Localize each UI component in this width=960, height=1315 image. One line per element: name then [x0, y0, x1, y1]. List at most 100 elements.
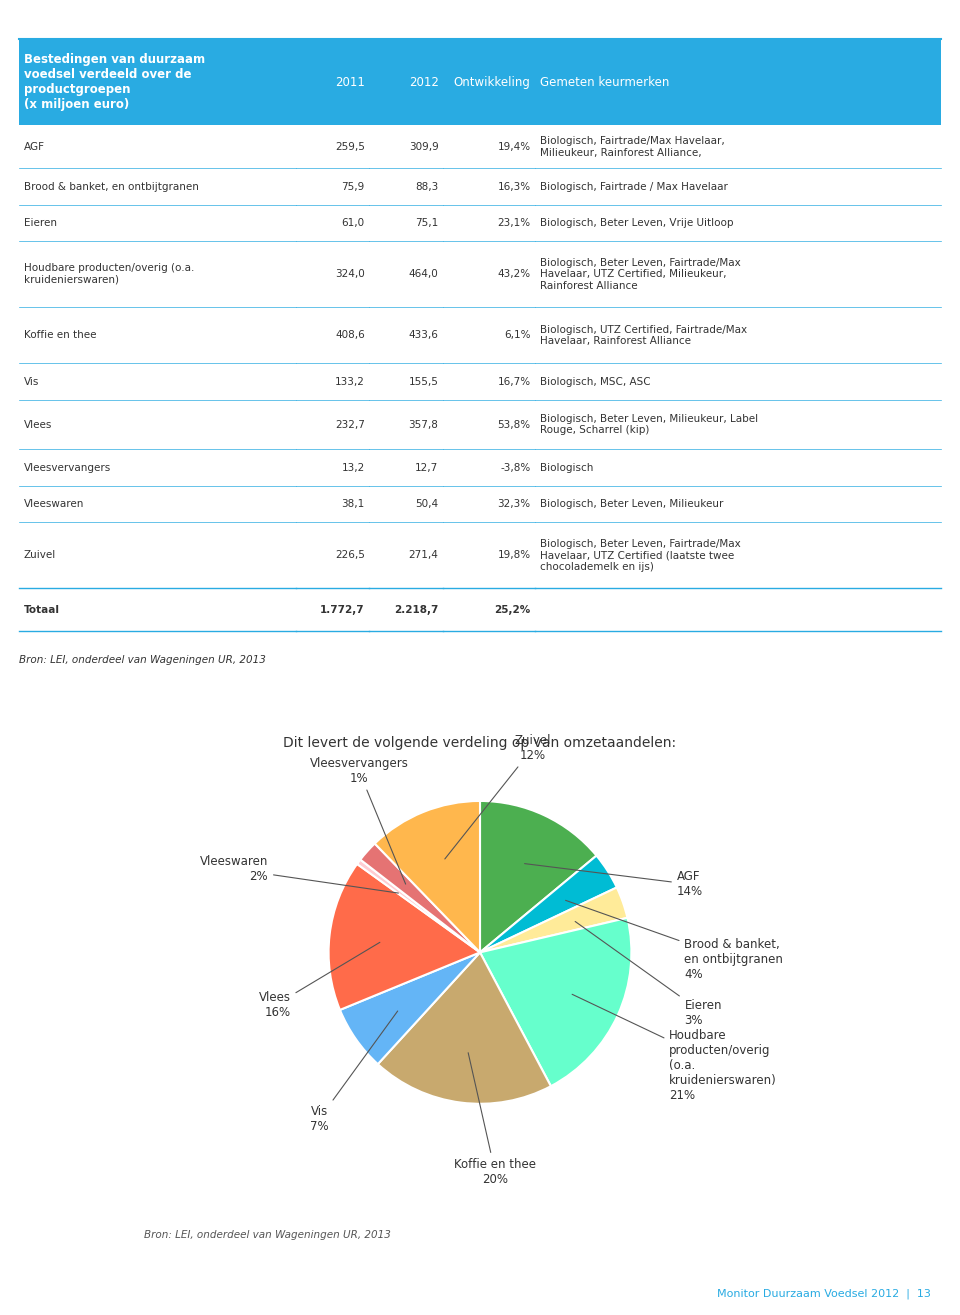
- FancyBboxPatch shape: [19, 450, 296, 485]
- Text: Houdbare producten/overig (o.a.
kruidenierswaren): Houdbare producten/overig (o.a. kruideni…: [24, 263, 194, 285]
- FancyBboxPatch shape: [370, 205, 444, 241]
- Text: 155,5: 155,5: [409, 376, 439, 387]
- Text: 1.772,7: 1.772,7: [321, 605, 365, 614]
- Text: Biologisch, Beter Leven, Fairtrade/Max
Havelaar, UTZ Certified, Milieukeur,
Rain: Biologisch, Beter Leven, Fairtrade/Max H…: [540, 258, 741, 291]
- Text: Brood & banket, en ontbijtgranen: Brood & banket, en ontbijtgranen: [24, 181, 199, 192]
- Wedge shape: [374, 801, 480, 952]
- FancyBboxPatch shape: [296, 400, 370, 450]
- FancyBboxPatch shape: [19, 241, 296, 308]
- Text: 25,2%: 25,2%: [494, 605, 531, 614]
- Text: 75,9: 75,9: [342, 181, 365, 192]
- Text: 75,1: 75,1: [416, 218, 439, 227]
- Text: Vleesvervangers
1%: Vleesvervangers 1%: [309, 756, 408, 884]
- FancyBboxPatch shape: [444, 39, 536, 125]
- FancyBboxPatch shape: [370, 241, 444, 308]
- Text: Biologisch, Fairtrade/Max Havelaar,
Milieukeur, Rainforest Alliance,: Biologisch, Fairtrade/Max Havelaar, Mili…: [540, 135, 725, 158]
- FancyBboxPatch shape: [536, 308, 941, 363]
- FancyBboxPatch shape: [370, 125, 444, 168]
- Text: Bron: LEI, onderdeel van Wageningen UR, 2013: Bron: LEI, onderdeel van Wageningen UR, …: [144, 1230, 391, 1240]
- Text: Dit levert de volgende verdeling op van omzetaandelen:: Dit levert de volgende verdeling op van …: [283, 736, 677, 750]
- Text: Biologisch: Biologisch: [540, 463, 593, 472]
- Wedge shape: [340, 952, 480, 1064]
- Text: 324,0: 324,0: [335, 270, 365, 279]
- FancyBboxPatch shape: [296, 363, 370, 400]
- Text: 259,5: 259,5: [335, 142, 365, 153]
- FancyBboxPatch shape: [444, 522, 536, 588]
- Text: 50,4: 50,4: [416, 498, 439, 509]
- FancyBboxPatch shape: [19, 588, 296, 631]
- FancyBboxPatch shape: [536, 39, 941, 125]
- FancyBboxPatch shape: [370, 450, 444, 485]
- FancyBboxPatch shape: [536, 522, 941, 588]
- Wedge shape: [360, 843, 480, 952]
- Text: Eieren: Eieren: [24, 218, 57, 227]
- FancyBboxPatch shape: [296, 205, 370, 241]
- FancyBboxPatch shape: [19, 205, 296, 241]
- FancyBboxPatch shape: [536, 485, 941, 522]
- Text: 2011: 2011: [335, 76, 365, 89]
- FancyBboxPatch shape: [444, 485, 536, 522]
- FancyBboxPatch shape: [296, 125, 370, 168]
- Wedge shape: [480, 888, 628, 952]
- Text: 32,3%: 32,3%: [497, 498, 531, 509]
- Text: Vlees: Vlees: [24, 419, 52, 430]
- Text: Biologisch, Beter Leven, Milieukeur: Biologisch, Beter Leven, Milieukeur: [540, 498, 723, 509]
- FancyBboxPatch shape: [536, 450, 941, 485]
- Text: Biologisch, UTZ Certified, Fairtrade/Max
Havelaar, Rainforest Alliance: Biologisch, UTZ Certified, Fairtrade/Max…: [540, 325, 747, 346]
- FancyBboxPatch shape: [19, 485, 296, 522]
- FancyBboxPatch shape: [370, 39, 444, 125]
- Text: Vis: Vis: [24, 376, 39, 387]
- FancyBboxPatch shape: [296, 168, 370, 205]
- FancyBboxPatch shape: [536, 363, 941, 400]
- FancyBboxPatch shape: [19, 39, 296, 125]
- FancyBboxPatch shape: [19, 125, 296, 168]
- FancyBboxPatch shape: [370, 308, 444, 363]
- Text: Vis
7%: Vis 7%: [310, 1011, 397, 1134]
- Text: Vlees
16%: Vlees 16%: [258, 943, 380, 1019]
- Text: 464,0: 464,0: [409, 270, 439, 279]
- Text: 19,4%: 19,4%: [497, 142, 531, 153]
- Text: 23,1%: 23,1%: [497, 218, 531, 227]
- FancyBboxPatch shape: [296, 450, 370, 485]
- Text: Vleeswaren: Vleeswaren: [24, 498, 84, 509]
- Text: Gemeten keurmerken: Gemeten keurmerken: [540, 76, 669, 89]
- Wedge shape: [378, 952, 551, 1103]
- Text: 6,1%: 6,1%: [504, 330, 531, 341]
- FancyBboxPatch shape: [370, 522, 444, 588]
- Text: Monitor Duurzaam Voedsel 2012  |  13: Monitor Duurzaam Voedsel 2012 | 13: [717, 1289, 931, 1299]
- Text: Eieren
3%: Eieren 3%: [575, 922, 722, 1027]
- Text: Ontwikkeling: Ontwikkeling: [454, 76, 531, 89]
- Text: -3,8%: -3,8%: [500, 463, 531, 472]
- FancyBboxPatch shape: [444, 125, 536, 168]
- Text: 13,2: 13,2: [342, 463, 365, 472]
- Text: 271,4: 271,4: [409, 550, 439, 560]
- Text: 88,3: 88,3: [416, 181, 439, 192]
- Text: Zuivel
12%: Zuivel 12%: [444, 734, 551, 859]
- FancyBboxPatch shape: [444, 400, 536, 450]
- FancyBboxPatch shape: [370, 363, 444, 400]
- FancyBboxPatch shape: [536, 125, 941, 168]
- FancyBboxPatch shape: [370, 485, 444, 522]
- Text: Vleesvervangers: Vleesvervangers: [24, 463, 111, 472]
- Text: 133,2: 133,2: [335, 376, 365, 387]
- FancyBboxPatch shape: [370, 588, 444, 631]
- FancyBboxPatch shape: [444, 308, 536, 363]
- Text: 2.218,7: 2.218,7: [395, 605, 439, 614]
- FancyBboxPatch shape: [536, 205, 941, 241]
- FancyBboxPatch shape: [296, 522, 370, 588]
- Text: Houdbare
producten/overig
(o.a.
kruidenierswaren)
21%: Houdbare producten/overig (o.a. kruideni…: [572, 994, 777, 1102]
- Wedge shape: [480, 918, 632, 1086]
- FancyBboxPatch shape: [444, 450, 536, 485]
- Text: 16,7%: 16,7%: [497, 376, 531, 387]
- Text: Zuivel: Zuivel: [24, 550, 56, 560]
- Text: Bestedingen van duurzaam
voedsel verdeeld over de
productgroepen
(x miljoen euro: Bestedingen van duurzaam voedsel verdeel…: [24, 54, 204, 112]
- Wedge shape: [480, 856, 616, 952]
- Text: AGF: AGF: [24, 142, 45, 153]
- Text: Koffie en thee: Koffie en thee: [24, 330, 96, 341]
- Text: 357,8: 357,8: [409, 419, 439, 430]
- FancyBboxPatch shape: [444, 241, 536, 308]
- FancyBboxPatch shape: [444, 363, 536, 400]
- Text: Biologisch, Beter Leven, Fairtrade/Max
Havelaar, UTZ Certified (laatste twee
cho: Biologisch, Beter Leven, Fairtrade/Max H…: [540, 539, 741, 572]
- Wedge shape: [328, 864, 480, 1010]
- Text: Biologisch, Beter Leven, Vrije Uitloop: Biologisch, Beter Leven, Vrije Uitloop: [540, 218, 733, 227]
